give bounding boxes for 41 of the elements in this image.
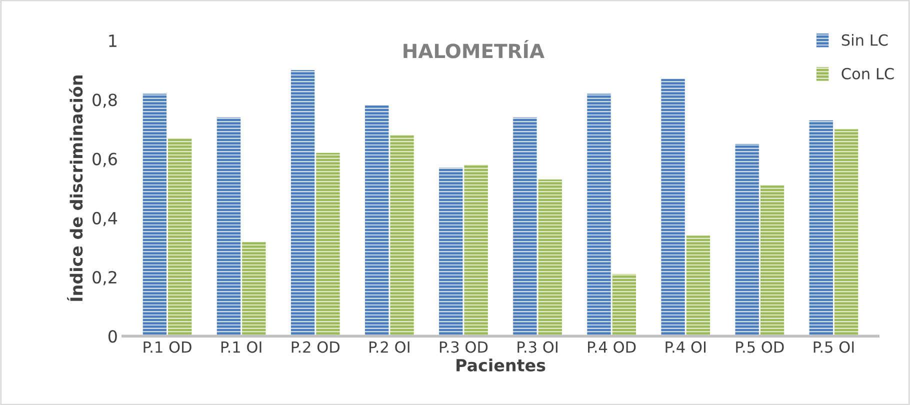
chart-title: HALOMETRÍA: [404, 40, 544, 58]
bar: [612, 274, 636, 336]
legend-label: Sin LC: [842, 34, 888, 46]
x-tick-label: P.2 OD: [292, 341, 340, 353]
x-tick-label: P.5 OI: [814, 341, 854, 353]
bar: [142, 94, 167, 336]
x-tick-label: P.1 OI: [221, 341, 262, 353]
bar: [242, 242, 266, 336]
bar: [686, 236, 710, 336]
legend-label: Con LC: [842, 68, 894, 80]
bar: [513, 117, 537, 336]
x-tick-label: P.2 OI: [370, 341, 410, 353]
y-axis-title: Índice de discriminación: [67, 76, 83, 301]
x-tick-label: P.3 OI: [518, 341, 558, 353]
y-tick-label: 0,8: [92, 94, 117, 108]
bar: [439, 168, 463, 336]
y-tick-label: 0,4: [92, 212, 118, 226]
bar: [316, 152, 340, 336]
bar: [364, 106, 389, 336]
bar: [760, 185, 784, 336]
bar: [809, 120, 833, 336]
x-tick-label: P.3 OD: [440, 341, 488, 353]
bar: [390, 135, 414, 336]
x-tick-label: P.5 OD: [736, 341, 784, 353]
bar: [538, 179, 562, 336]
bar: [290, 70, 315, 336]
x-tick-label: P.1 OD: [144, 341, 192, 353]
bar: [661, 78, 685, 336]
y-tick-label: 0,2: [92, 270, 116, 286]
y-tick-label: 0: [108, 330, 117, 343]
x-axis-title: Pacientes: [456, 358, 546, 372]
bar: [735, 144, 759, 336]
bar: [834, 129, 858, 336]
y-tick-label: 1: [109, 34, 116, 47]
x-tick-label: P.4 OD: [588, 341, 636, 353]
bar: [587, 94, 611, 336]
bar: [464, 164, 488, 336]
bar: [168, 138, 192, 336]
bar: [216, 117, 241, 336]
x-tick-label: P.4 OI: [666, 341, 706, 353]
y-tick-label: 0,6: [92, 152, 117, 168]
